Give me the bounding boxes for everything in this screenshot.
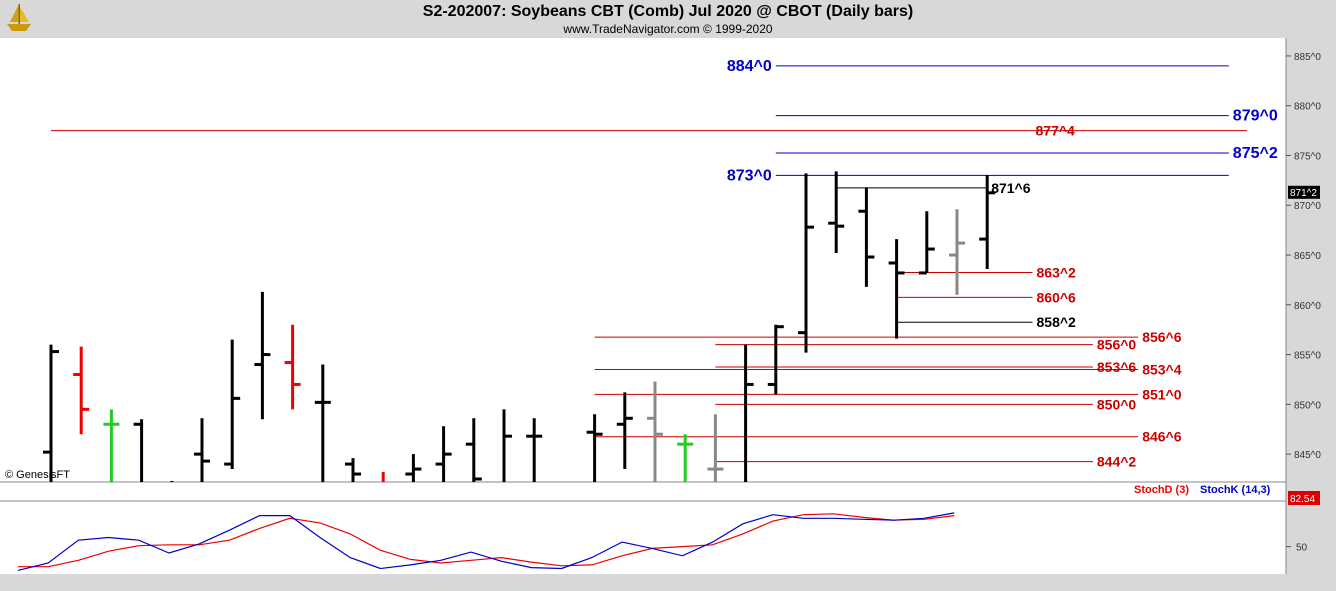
price-bar-11 [381, 472, 385, 482]
stoch-last-marker [1288, 491, 1320, 505]
level-label-5: 871^6 [991, 180, 1031, 196]
level-label-0: 884^0 [727, 58, 772, 75]
y-tick-label-7: 880^0 [1294, 102, 1321, 113]
price-bar-28 [888, 239, 905, 339]
level-label-6: 863^2 [1037, 264, 1077, 280]
stoch-series-1 [17, 512, 955, 571]
legend-stochK: StochK (14,3) [1200, 484, 1271, 496]
price-bar-19 [616, 392, 633, 470]
price-bar-15 [502, 409, 512, 482]
levels-layer: 884^0 879^0 877^4 875^2 873^0 871^6 863^2 860^6… [51, 58, 1278, 470]
level-label-10: 856^0 [1097, 337, 1137, 353]
level-label-3: 875^2 [1233, 145, 1278, 162]
price-bar-23 [744, 344, 754, 482]
price-bar-10 [345, 458, 361, 482]
level-label-15: 846^6 [1142, 429, 1182, 445]
price-bar-16 [526, 418, 543, 482]
price-bar-20 [647, 381, 663, 482]
price-bar-27 [858, 187, 875, 287]
last-price-marker [1288, 185, 1320, 199]
price-axis-panel [1286, 38, 1336, 591]
price-bar-26 [828, 171, 845, 254]
price-bar-30 [949, 209, 965, 295]
y-tick-label-2: 855^0 [1294, 351, 1321, 362]
level-label-14: 850^0 [1097, 396, 1137, 412]
y-tick-label-1: 850^0 [1294, 400, 1321, 411]
stochastic-panel: 50 StochD (3) StochK (14,3) 82.54 [17, 484, 1320, 571]
chart-header: S2-202007: Soybeans CBT (Comb) Jul 2020 … [0, 0, 1336, 38]
price-bar-31 [979, 175, 996, 269]
plot-background [0, 38, 1286, 574]
chart-area[interactable]: 884^0 879^0 877^4 875^2 873^0 871^6 863^2 860^6… [0, 38, 1336, 591]
level-label-13: 851^0 [1142, 386, 1182, 402]
price-bar-12 [405, 454, 422, 482]
price-bar-3 [133, 419, 144, 482]
price-bar-0 [43, 344, 59, 482]
price-bar-6 [224, 339, 241, 470]
price-bar-5 [194, 418, 210, 482]
y-tick-label-5: 870^0 [1294, 201, 1321, 212]
stoch-tick-label-0: 50 [1296, 543, 1308, 554]
stoch-series-0 [18, 513, 955, 568]
price-bar-8 [284, 324, 301, 410]
date-axis-panel [0, 574, 1286, 591]
y-tick-label-6: 875^0 [1294, 151, 1321, 162]
price-bars-layer [43, 171, 996, 482]
level-label-1: 879^0 [1233, 108, 1278, 125]
price-bar-1 [73, 346, 90, 435]
price-bar-22 [707, 414, 724, 482]
price-bar-9 [314, 364, 331, 482]
level-label-8: 858^2 [1037, 314, 1077, 330]
price-bar-2 [103, 409, 120, 482]
watermark: © GenesisFT [5, 469, 70, 481]
y-tick-label-0: 845^0 [1294, 450, 1321, 461]
level-label-7: 860^6 [1037, 289, 1077, 305]
level-label-12: 853^4 [1142, 362, 1182, 378]
sailboat-logo-icon [7, 4, 31, 31]
price-bar-29 [918, 211, 935, 275]
price-bar-14 [465, 418, 482, 482]
y-tick-label-3: 860^0 [1294, 301, 1321, 312]
price-bar-7 [254, 291, 271, 420]
chart-title: S2-202007: Soybeans CBT (Comb) Jul 2020 … [422, 3, 914, 20]
price-bar-25 [798, 173, 814, 353]
price-bar-13 [435, 426, 452, 482]
price-bar-21 [677, 434, 694, 482]
level-label-16: 844^2 [1097, 454, 1137, 470]
level-label-9: 856^6 [1142, 329, 1182, 345]
price-bar-24 [767, 324, 784, 395]
level-label-11: 853^6 [1097, 359, 1137, 375]
stoch-last-label: 82.54 [1290, 494, 1315, 505]
y-tick-label-4: 865^0 [1294, 251, 1321, 262]
level-label-4: 873^0 [727, 167, 772, 184]
legend-stochD: StochD (3) [1134, 484, 1189, 496]
level-label-2: 877^4 [1036, 123, 1076, 139]
price-bar-18 [586, 414, 603, 482]
chart-subtitle: www.TradeNavigator.com © 1999-2020 [563, 22, 773, 36]
y-tick-label-8: 885^0 [1294, 52, 1321, 63]
last-price-label: 871^2 [1290, 188, 1317, 199]
